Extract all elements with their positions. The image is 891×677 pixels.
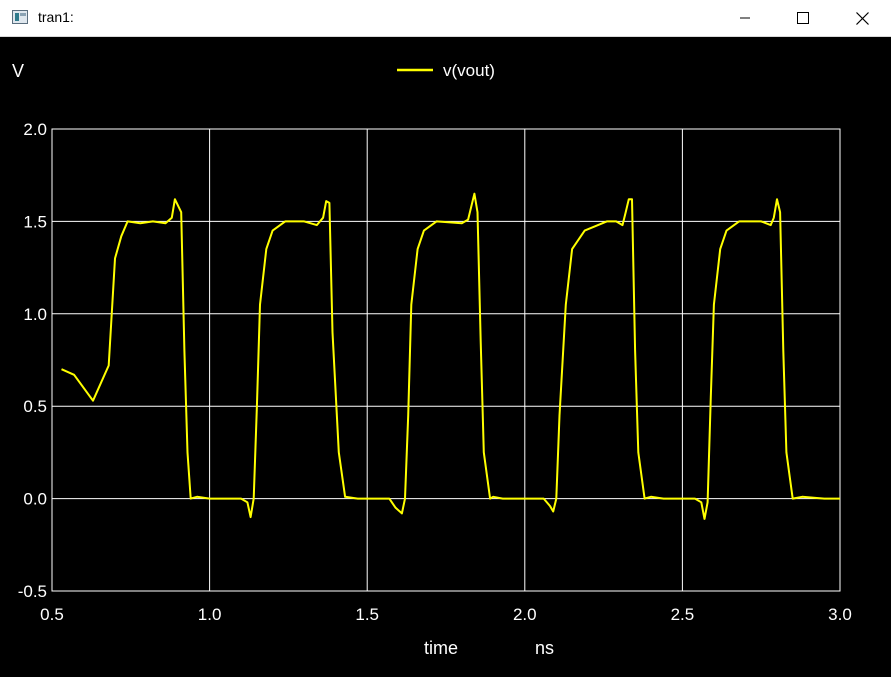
waveform-chart[interactable]: V v(vout) 2.01.51.00.50.0-0.5 0.5 1.0 1.5 2… — [0, 37, 891, 677]
y-tick-label: 1.5 — [23, 212, 47, 231]
x-tick-label: 1.5 — [355, 605, 379, 624]
y-tick-label: 0.0 — [23, 490, 47, 509]
series-layer — [61, 192, 840, 520]
plot-area[interactable]: V v(vout) 2.0 1.5 1.0 0.5 0.0 -0.5 0.5 1.0 1.5 2… — [0, 37, 891, 677]
legend: v(vout) — [397, 61, 495, 80]
x-tick-label: 2.5 — [671, 605, 695, 624]
title-bar[interactable]: tran1: — [0, 0, 891, 37]
x-axis-unit: ns — [535, 638, 554, 658]
close-icon — [855, 11, 869, 25]
legend-label: v(vout) — [443, 61, 495, 80]
minimize-icon — [740, 17, 750, 19]
maximize-icon — [797, 12, 809, 24]
x-tick-label: 1.0 — [198, 605, 222, 624]
y-tick-label: 2.0 — [23, 120, 47, 139]
x-tick-label: 3.0 — [828, 605, 852, 624]
y-tick-label: 0.5 — [23, 397, 47, 416]
maximize-button[interactable] — [774, 0, 832, 36]
y-axis-unit-label: V — [12, 61, 24, 81]
app-icon — [12, 10, 28, 24]
x-tick-labels: 0.5 1.0 1.5 2.0 2.5 3.0 — [40, 605, 852, 624]
x-tick-label: 0.5 — [40, 605, 64, 624]
window-title: tran1: — [38, 9, 74, 25]
x-axis-label: time — [424, 638, 458, 658]
minimize-button[interactable] — [716, 0, 774, 36]
y-tick-labels: 2.0 1.5 1.0 0.5 0.0 -0.5 — [18, 120, 47, 601]
close-button[interactable] — [833, 0, 891, 36]
x-tick-label: 2.0 — [513, 605, 537, 624]
y-tick-label: -0.5 — [18, 582, 47, 601]
grid — [51, 128, 841, 592]
y-tick-label: 1.0 — [23, 305, 47, 324]
plot-frame — [51, 128, 841, 592]
series-line-vout — [61, 192, 840, 520]
